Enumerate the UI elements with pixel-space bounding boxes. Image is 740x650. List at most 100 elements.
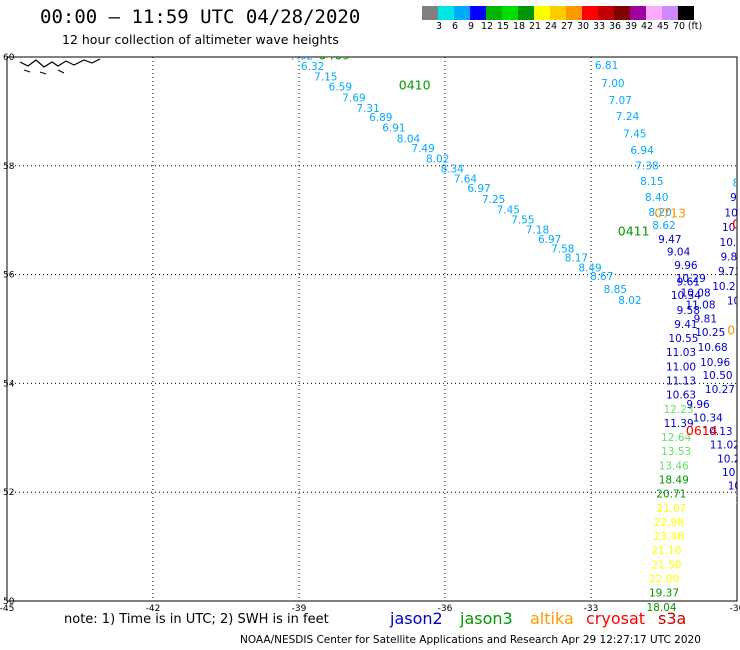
wave-height-tracks: 7.526.327.156.597.697.316.896.918.047.49… bbox=[290, 26, 740, 611]
credit-text: NOAA/NESDIS Center for Satellite Applica… bbox=[240, 634, 701, 646]
wave-height-value: 10.25 bbox=[695, 327, 725, 339]
track-time-label: 0409 bbox=[318, 48, 350, 63]
colorbar-cell bbox=[566, 6, 582, 20]
wave-height-value: 7.69 bbox=[342, 93, 365, 105]
longitude-label: -36 bbox=[438, 604, 453, 614]
latitude-label: 50 bbox=[3, 597, 15, 607]
wave-height-value: 11.02 bbox=[710, 440, 740, 452]
coastline bbox=[23, 69, 65, 75]
wave-height-value: 10.34 bbox=[671, 290, 701, 302]
longitude-label: -30 bbox=[730, 604, 740, 614]
wave-height-value: 9.57 bbox=[730, 192, 740, 204]
map-frame bbox=[6, 56, 738, 602]
wave-height-value: 6.94 bbox=[630, 145, 654, 157]
wave-height-value: 22.98 bbox=[654, 517, 684, 529]
track-time-label: 0410 bbox=[399, 78, 431, 93]
wave-height-value: 10.45 bbox=[720, 237, 740, 249]
wave-height-value: 7.15 bbox=[314, 71, 337, 83]
latitude-label: 56 bbox=[3, 271, 15, 281]
track-time-label: 0614 bbox=[732, 216, 740, 231]
wave-height-value: 9.71 bbox=[718, 266, 740, 278]
wave-height-value: 12.23 bbox=[664, 404, 694, 416]
colorbar-tick: 3 bbox=[435, 21, 443, 32]
wave-height-value: 10.29 bbox=[712, 281, 740, 293]
wave-height-value: 10.29 bbox=[676, 273, 706, 285]
wave-height-value: 10.63 bbox=[666, 390, 696, 402]
longitude-label: -33 bbox=[584, 604, 599, 614]
wave-height-value: 10.9 bbox=[728, 480, 740, 492]
wave-height-value: 7.45 bbox=[623, 129, 646, 141]
wave-height-value: 7.52 bbox=[290, 51, 313, 63]
wave-height-value: 8.02 bbox=[618, 295, 641, 307]
wave-height-value: 6.81 bbox=[595, 60, 618, 72]
wave-height-value: 10.50 bbox=[703, 370, 733, 382]
colorbar-cell bbox=[630, 6, 646, 20]
wave-height-value: 18.49 bbox=[659, 474, 689, 486]
colorbar-cell bbox=[454, 6, 470, 20]
wave-height-value: 7.31 bbox=[356, 103, 379, 115]
wave-height-value: 9.96 bbox=[686, 399, 710, 411]
latitude-label: 54 bbox=[3, 379, 15, 389]
wave-height-value: 21.07 bbox=[656, 503, 686, 515]
colorbar-tick: (ft) bbox=[687, 21, 703, 32]
colorbar-tick: 42 bbox=[640, 21, 654, 32]
latitude-label: 60 bbox=[3, 53, 15, 63]
wave-height-value: 9.47 bbox=[658, 234, 681, 246]
track-time-label: 0411 bbox=[618, 223, 650, 238]
wave-height-value: 8.17 bbox=[565, 253, 588, 265]
wave-height-value: 7.25 bbox=[482, 194, 505, 206]
colorbar bbox=[422, 6, 694, 20]
wave-height-value: 8.62 bbox=[733, 177, 740, 189]
legend-jason2: jason2 bbox=[390, 609, 443, 628]
latitude-label: 52 bbox=[3, 488, 14, 498]
wave-height-value: 9.96 bbox=[674, 260, 698, 272]
wave-height-value: 11.03 bbox=[666, 347, 696, 359]
latitude-label: 58 bbox=[3, 162, 15, 172]
wave-height-value: 8.85 bbox=[604, 284, 627, 296]
wave-height-value: 8.15 bbox=[640, 176, 663, 188]
legend-jason3: jason3 bbox=[460, 609, 513, 628]
wave-height-value: 14 bbox=[735, 494, 740, 506]
wave-height-value: 7.64 bbox=[454, 174, 478, 186]
colorbar-tick: 70 bbox=[672, 21, 686, 32]
wave-height-value: 10.08 bbox=[681, 287, 711, 299]
coastline bbox=[19, 58, 101, 68]
track-time-label: 0713 bbox=[654, 205, 686, 220]
colorbar-cell bbox=[502, 6, 518, 20]
wave-height-value: 11.13 bbox=[666, 375, 696, 387]
wave-height-value: 20.71 bbox=[656, 489, 686, 501]
wave-height-value: 8.62 bbox=[652, 220, 675, 232]
wave-height-value: 21.10 bbox=[651, 545, 681, 557]
note-text: note: 1) Time is in UTC; 2) SWH is in fe… bbox=[64, 612, 329, 627]
map-title: 00:00 – 11:59 UTC 04/28/2020 bbox=[40, 6, 361, 28]
longitude-label: -42 bbox=[146, 604, 161, 614]
wave-height-value: 7.55 bbox=[511, 214, 534, 226]
colorbar-cell bbox=[582, 6, 598, 20]
colorbar-cell bbox=[662, 6, 678, 20]
wave-height-value: 10.28 bbox=[717, 453, 740, 465]
colorbar-cell bbox=[486, 6, 502, 20]
wave-height-value: 19.37 bbox=[649, 588, 679, 600]
colorbar-tick: 9 bbox=[467, 21, 475, 32]
wave-height-value: 10.96 bbox=[700, 357, 730, 369]
wave-height-value: 8.20 bbox=[648, 207, 671, 219]
colorbar-cell bbox=[678, 6, 694, 20]
wave-height-value: 7.38 bbox=[635, 161, 658, 173]
wave-height-value: 22.00 bbox=[649, 574, 679, 586]
wave-height-value: 9.61 bbox=[677, 276, 700, 288]
wave-height-value: 7.18 bbox=[526, 224, 549, 236]
wave-height-value: 13.46 bbox=[659, 460, 689, 472]
colorbar-cell bbox=[518, 6, 534, 20]
wave-height-value: 7.24 bbox=[616, 111, 640, 123]
longitude-label: -45 bbox=[0, 604, 14, 614]
map-subtitle: 12 hour collection of altimeter wave hei… bbox=[62, 32, 339, 47]
wave-height-value: 7.16 bbox=[577, 26, 601, 38]
colorbar-cell bbox=[422, 6, 438, 20]
legend-s3a: s3a bbox=[658, 609, 687, 628]
colorbar-tick: 6 bbox=[451, 21, 459, 32]
wave-height-value: 10.21 bbox=[722, 222, 740, 234]
colorbar-tick: 27 bbox=[560, 21, 574, 32]
colorbar-tick: 30 bbox=[576, 21, 590, 32]
wave-height-value: 7.34 bbox=[587, 43, 611, 55]
